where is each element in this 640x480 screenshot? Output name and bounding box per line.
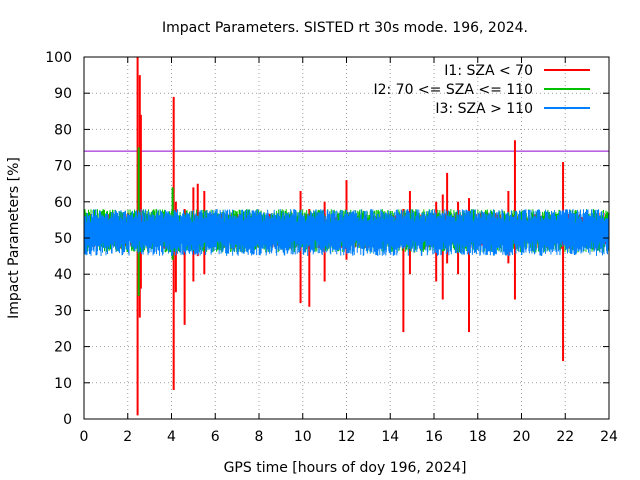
y-tick-label: 40 (54, 267, 72, 283)
legend-label-1: I1: SZA < 70 (444, 63, 533, 79)
x-tick-label: 0 (80, 429, 89, 445)
x-tick-label: 4 (167, 429, 176, 445)
legend-label-2: I2: 70 <= SZA <= 110 (373, 82, 533, 98)
y-tick-label: 70 (54, 159, 72, 175)
y-axis-label: Impact Parameters [%] (6, 157, 22, 319)
x-tick-label: 12 (338, 429, 356, 445)
x-axis: 0 2 4 6 8 10 12 14 16 18 20 22 24 (80, 57, 618, 445)
y-tick-label: 30 (54, 303, 72, 319)
x-tick-label: 20 (513, 429, 531, 445)
y-tick-label: 0 (63, 412, 72, 428)
x-tick-label: 10 (294, 429, 312, 445)
data-series (83, 57, 610, 416)
x-tick-label: 8 (255, 429, 264, 445)
x-tick-label: 14 (381, 429, 399, 445)
y-tick-label: 90 (54, 86, 72, 102)
legend: I1: SZA < 70 I2: 70 <= SZA <= 110 I3: SZA … (373, 63, 590, 117)
y-axis: 0 10 20 30 40 50 60 70 80 90 100 (45, 50, 609, 428)
x-tick-label: 22 (556, 429, 574, 445)
x-tick-label: 18 (469, 429, 487, 445)
legend-label-3: I3: SZA > 110 (435, 101, 533, 117)
y-tick-label: 100 (45, 50, 72, 66)
x-tick-label: 6 (211, 429, 220, 445)
y-tick-label: 50 (54, 231, 72, 247)
y-tick-label: 60 (54, 195, 72, 211)
x-tick-label: 16 (425, 429, 443, 445)
y-tick-label: 80 (54, 122, 72, 138)
y-tick-label: 10 (54, 376, 72, 392)
x-axis-label: GPS time [hours of doy 196, 2024] (224, 460, 467, 476)
chart-title: Impact Parameters. SISTED rt 30s mode. 1… (162, 20, 528, 36)
y-tick-label: 20 (54, 340, 72, 356)
x-tick-label: 24 (600, 429, 618, 445)
x-tick-label: 2 (123, 429, 132, 445)
